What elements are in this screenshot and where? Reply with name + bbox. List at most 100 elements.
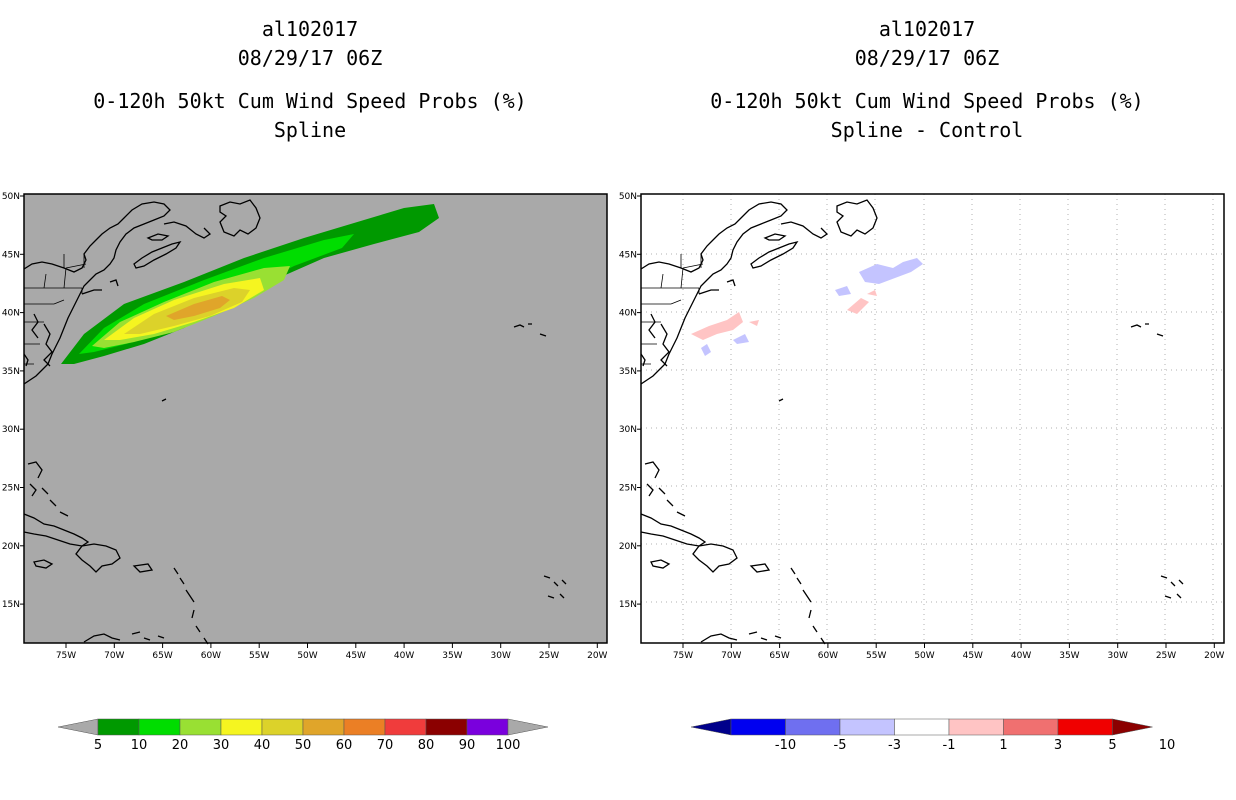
right-lon-ticks: 75W 70W 65W 60W 55W 50W 45W 40W 35W 30W 25W 20W — [673, 643, 1225, 661]
right-subtitle: Spline - Control — [830, 118, 1024, 142]
colorbar-label: 3 — [1054, 738, 1062, 753]
colorbar-swatch — [466, 718, 509, 736]
lat-tick-label: 45N — [2, 250, 20, 260]
probability-swath — [61, 204, 439, 364]
colorbar-swatch — [302, 718, 345, 736]
lon-tick-label: 55W — [249, 651, 269, 661]
lat-tick-label: 20N — [619, 542, 637, 552]
colorbar-left-triangle — [57, 718, 99, 736]
lon-tick-label: 75W — [673, 651, 693, 661]
lon-tick-label: 65W — [152, 651, 172, 661]
colorbar-swatch — [97, 718, 140, 736]
lon-tick-label: 20W — [587, 651, 607, 661]
lat-tick-label: 45N — [619, 250, 637, 260]
colorbar-label: 30 — [213, 738, 230, 753]
lon-tick-label: 60W — [201, 651, 221, 661]
colorbar-right-triangle — [1112, 718, 1153, 736]
right-storm-id: al102017 — [878, 17, 976, 41]
colorbar-label: 20 — [172, 738, 189, 753]
lon-tick-label: 50W — [297, 651, 317, 661]
colorbar-label: 1 — [999, 738, 1007, 753]
colorbar-label: 70 — [377, 738, 394, 753]
lon-tick-label: 65W — [769, 651, 789, 661]
lon-tick-label: 75W — [56, 651, 76, 661]
positive-diff-patch — [749, 320, 759, 326]
lon-tick-label: 45W — [963, 651, 983, 661]
lon-tick-label: 25W — [1156, 651, 1176, 661]
colorbar-label: 5 — [1108, 738, 1116, 753]
right-datetime: 08/29/17 06Z — [854, 46, 1000, 70]
colorbar-label: 50 — [295, 738, 312, 753]
lon-tick-label: 50W — [914, 651, 934, 661]
lon-tick-label: 25W — [539, 651, 559, 661]
right-product-title: 0-120h 50kt Cum Wind Speed Probs (%) — [710, 89, 1144, 113]
lon-tick-label: 40W — [394, 651, 414, 661]
positive-diff-patch — [691, 312, 743, 340]
colorbar-swatch — [261, 718, 304, 736]
colorbar-swatch — [138, 718, 181, 736]
colorbar-right-triangle — [507, 718, 549, 736]
negative-diff-patch — [859, 258, 923, 284]
left-colorbar: 5 10 20 30 40 50 60 70 80 90 100 — [57, 718, 549, 753]
right-colorbar: -10 -5 -3 -1 1 3 5 10 — [690, 718, 1176, 753]
left-datetime: 08/29/17 06Z — [237, 46, 383, 70]
lon-tick-label: 30W — [1108, 651, 1128, 661]
left-map — [23, 193, 608, 645]
lat-tick-label: 50N — [2, 192, 20, 202]
colorbar-swatch — [179, 718, 222, 736]
lon-tick-label: 70W — [104, 651, 124, 661]
colorbar-swatch — [343, 718, 386, 736]
colorbar-label: -3 — [888, 738, 901, 753]
colorbar-swatch — [425, 718, 468, 736]
left-lon-ticks: 75W 70W 65W 60W 55W 50W 45W 40W 35W 30W 25W 20W — [56, 643, 608, 661]
colorbar-swatch — [839, 718, 895, 736]
left-product-title: 0-120h 50kt Cum Wind Speed Probs (%) — [93, 89, 527, 113]
colorbar-swatch — [1003, 718, 1059, 736]
lat-tick-label: 30N — [2, 425, 20, 435]
lon-tick-label: 30W — [491, 651, 511, 661]
negative-diff-patch — [835, 286, 851, 296]
lon-tick-label: 35W — [1059, 651, 1079, 661]
colorbar-swatch — [384, 718, 427, 736]
colorbar-swatch — [894, 718, 950, 736]
left-map-background — [24, 194, 607, 643]
negative-diff-patch — [733, 334, 749, 344]
colorbar-label: -5 — [834, 738, 847, 753]
lon-tick-label: 70W — [721, 651, 741, 661]
colorbar-swatch — [785, 718, 841, 736]
colorbar-left-triangle — [690, 718, 732, 736]
lon-tick-label: 40W — [1011, 651, 1031, 661]
difference-patches — [691, 258, 923, 356]
colorbar-swatch — [1057, 718, 1113, 736]
left-subtitle: Spline — [273, 118, 347, 142]
right-title-block: al102017 08/29/17 06Z 0-120h 50kt Cum Wi… — [637, 15, 1217, 145]
colorbar-label: 5 — [94, 738, 102, 753]
right-map-background — [641, 194, 1224, 643]
left-title-block: al102017 08/29/17 06Z 0-120h 50kt Cum Wi… — [20, 15, 600, 145]
lat-tick-label: 15N — [2, 600, 20, 610]
colorbar-label: -1 — [943, 738, 956, 753]
negative-diff-patch — [701, 344, 711, 356]
left-lat-ticks: 50N 45N 40N 35N 30N 25N 20N 15N — [2, 192, 24, 610]
right-map-frame — [640, 193, 1225, 644]
colorbar-swatch — [220, 718, 263, 736]
lat-tick-label: 25N — [619, 484, 637, 494]
positive-diff-patch — [847, 298, 869, 314]
colorbar-label: 80 — [418, 738, 435, 753]
lat-tick-label: 40N — [619, 309, 637, 319]
lat-tick-label: 35N — [619, 367, 637, 377]
colorbar-label: 60 — [336, 738, 353, 753]
colorbar-label: 10 — [1159, 738, 1176, 753]
lat-tick-label: 35N — [2, 367, 20, 377]
lat-tick-label: 40N — [2, 309, 20, 319]
prob-band-50 — [166, 296, 230, 320]
colorbar-label: -10 — [775, 738, 796, 753]
lon-tick-label: 55W — [866, 651, 886, 661]
lat-tick-label: 30N — [619, 425, 637, 435]
lon-tick-label: 35W — [442, 651, 462, 661]
right-map — [640, 193, 1225, 645]
lat-tick-label: 20N — [2, 542, 20, 552]
gridlines — [641, 194, 1224, 643]
colorbar-label: 40 — [254, 738, 271, 753]
colorbar-label: 10 — [131, 738, 148, 753]
